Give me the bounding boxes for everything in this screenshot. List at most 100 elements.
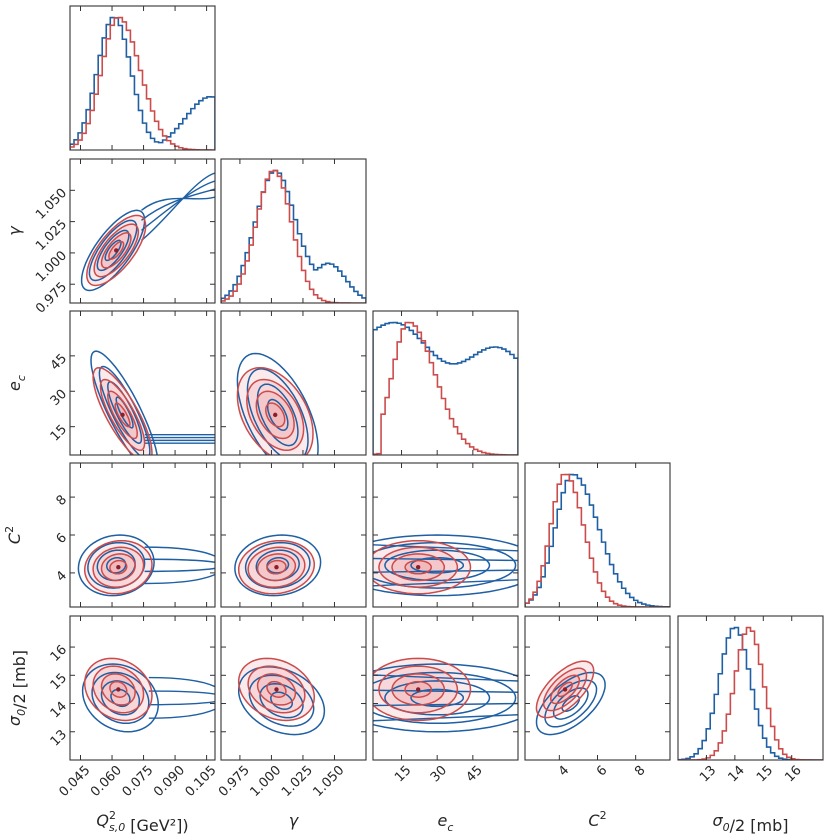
contour-tail-0-1-3 xyxy=(141,196,215,211)
x-axis-label-c2: C2 xyxy=(588,809,606,830)
contour-tail-0-3-3 xyxy=(144,546,215,557)
y-tick-label-ec: 45 xyxy=(48,351,70,373)
contour-line-0-4-s1-l3 xyxy=(83,657,153,722)
histogram-c2 xyxy=(525,473,670,607)
x-tick-label-sigma0: 15 xyxy=(754,763,776,785)
histogram-c2-series-0 xyxy=(525,473,670,607)
panel-frame-2-2 xyxy=(372,310,519,456)
x-tick-label-qs0: 0.075 xyxy=(120,763,157,800)
contour-line-2-3-s1-l0 xyxy=(404,559,432,575)
contour-tail-2-4-2 xyxy=(373,689,518,693)
contour-tail-0-1-2 xyxy=(141,188,215,221)
contour-line-1-3-s1-l2 xyxy=(247,546,306,588)
contour-line-0-1-s0-l0 xyxy=(104,239,122,262)
contour-tail-0-4-3 xyxy=(148,676,215,688)
contour-tail-0-3-2 xyxy=(144,558,215,563)
contour-line-0-2-s1-l1 xyxy=(107,390,138,440)
x-tick-label-c2: 6 xyxy=(594,763,610,779)
x-tick-label-qs0: 0.090 xyxy=(151,763,188,800)
contour-line-0-1-s1-l1 xyxy=(100,232,132,269)
histogram-ec-series-0 xyxy=(373,321,518,455)
y-tick-label-sigma0: 14 xyxy=(48,699,70,721)
contour-line-1-4-s0-l0 xyxy=(270,691,293,710)
contour-line-2-4-s0-l2 xyxy=(373,671,517,725)
contour-line-2-3-s0-l2 xyxy=(373,541,517,589)
contour-line-0-2-s0-l3 xyxy=(90,350,158,455)
y-tick-label-c2: 4 xyxy=(54,568,70,584)
density-peak-0-4 xyxy=(116,687,121,692)
y-axis-label-gamma: γ xyxy=(5,225,24,236)
x-tick-label-gamma: 1.025 xyxy=(279,763,316,800)
contour-line-2-3-s0-l0 xyxy=(410,556,465,574)
contour-gamma-sigma0 xyxy=(237,657,326,736)
y-tick-label-gamma: 1.000 xyxy=(33,248,70,285)
contour-tail-0-3-0 xyxy=(144,573,215,585)
contour-line-2-3-s0-l1 xyxy=(384,549,491,582)
contour-line-1-4-s1-l1 xyxy=(256,673,297,706)
contour-line-1-4-s1-l0 xyxy=(266,680,287,698)
density-peak-1-4 xyxy=(274,687,279,692)
contour-line-1-3-s1-l0 xyxy=(266,559,287,575)
y-axis-label-sigma0: σ0/2 [mb] xyxy=(5,650,29,726)
x-axis-label-ec: ec xyxy=(438,811,454,834)
contour-line-1-2-s1-l0 xyxy=(265,402,286,428)
contour-line-0-2-s1-l3 xyxy=(92,366,153,455)
contour-line-0-3-s1-l1 xyxy=(100,553,136,582)
panel-frame-4-4 xyxy=(677,615,824,761)
contour-tail-0-4-2 xyxy=(148,690,215,695)
histogram-gamma xyxy=(221,169,366,303)
histogram-sigma0 xyxy=(678,626,823,760)
contour-line-0-4-s1-l0 xyxy=(109,680,128,698)
contour-line-2-4-s0-l0 xyxy=(410,688,465,708)
contour-qs0-sigma0 xyxy=(81,657,215,733)
panel-frame-4-2 xyxy=(372,615,519,761)
contour-line-0-3-s1-l2 xyxy=(92,546,145,588)
x-tick-label-ec: 15 xyxy=(392,763,414,785)
contour-qs0-c2 xyxy=(77,534,215,597)
contour-line-0-1-s0-l2 xyxy=(88,219,138,282)
y-axis-label-ec: ec xyxy=(5,375,28,391)
contour-line-0-1-s0-l3 xyxy=(80,209,146,292)
contour-line-1-4-s1-l2 xyxy=(247,665,306,714)
contour-line-1-2-s0-l3 xyxy=(236,352,319,455)
histogram-sigma0-series-0 xyxy=(678,626,823,760)
histogram-ec xyxy=(373,321,518,455)
y-tick-label-gamma: 1.050 xyxy=(33,186,70,223)
panel-frame-4-0 xyxy=(69,615,216,761)
contour-line-2-4-s1-l2 xyxy=(378,665,459,714)
panel-frame-3-3 xyxy=(524,462,671,608)
contour-line-3-4-s0-l3 xyxy=(535,671,606,736)
contour-line-1-3-s0-l2 xyxy=(244,541,311,589)
x-tick-label-sigma0: 14 xyxy=(725,763,747,785)
density-peak-2-4 xyxy=(415,687,421,692)
histogram-qs0 xyxy=(70,16,215,150)
contour-line-1-3-s0-l0 xyxy=(266,556,290,574)
contour-line-0-3-s0-l3 xyxy=(77,534,155,597)
panel-frame-2-0 xyxy=(69,310,216,456)
contour-line-1-2-s1-l3 xyxy=(236,366,314,455)
contour-line-1-2-s1-l1 xyxy=(255,390,295,440)
contour-line-3-4-s1-l0 xyxy=(557,681,573,698)
contour-line-2-3-s1-l2 xyxy=(378,546,459,588)
histogram-qs0-series-1 xyxy=(70,16,215,150)
contour-line-0-4-s1-l1 xyxy=(100,673,136,706)
x-tick-label-gamma: 1.050 xyxy=(310,763,347,800)
contour-ec-c2 xyxy=(373,534,518,597)
contour-tail-0-3-1 xyxy=(144,567,215,573)
x-tick-label-c2: 4 xyxy=(556,763,572,779)
x-tick-label-qs0: 0.045 xyxy=(57,763,94,800)
histogram-c2-series-1 xyxy=(525,473,670,607)
density-peak-3-4 xyxy=(562,687,568,692)
y-tick-label-c2: 6 xyxy=(54,530,70,546)
panel-frame-2-1 xyxy=(220,310,367,456)
contour-line-2-4-s0-l1 xyxy=(384,680,491,716)
y-tick-label-sigma0: 16 xyxy=(48,642,70,664)
y-tick-label-gamma: 0.975 xyxy=(33,280,70,317)
contour-line-3-4-s1-l2 xyxy=(542,667,588,712)
contour-line-1-3-s1-l3 xyxy=(237,539,316,595)
contour-tail-2-3-1 xyxy=(373,569,518,573)
y-tick-label-c2: 8 xyxy=(54,493,70,509)
x-tick-label-ec: 45 xyxy=(463,763,485,785)
contour-line-2-3-s0-l3 xyxy=(373,534,518,597)
